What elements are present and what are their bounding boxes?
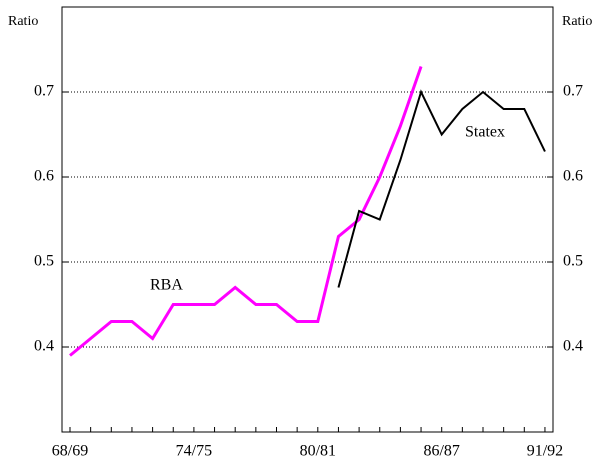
series-label: Statex — [465, 124, 505, 141]
y-tick-label: 0.5 — [34, 253, 54, 270]
y2-tick-label: 0.6 — [563, 168, 583, 185]
y2-tick-label: 0.4 — [563, 338, 583, 355]
y-tick-label: 0.4 — [34, 338, 54, 355]
plot-frame — [61, 6, 554, 433]
x-tick-label: 80/81 — [300, 443, 336, 460]
series-line — [337, 89, 546, 288]
series-line — [69, 66, 423, 357]
x-tick-label: 86/87 — [423, 443, 459, 460]
y-tick-label: 0.7 — [34, 83, 54, 100]
x-tick-label: 91/92 — [527, 443, 563, 460]
y2-axis-label: Ratio — [562, 14, 592, 29]
y-axis-label: Ratio — [8, 14, 38, 29]
x-tick-label: 74/75 — [176, 443, 212, 460]
x-tick-label: 68/69 — [52, 443, 88, 460]
series-label: RBA — [150, 277, 183, 294]
y-tick-label: 0.6 — [34, 168, 54, 185]
y2-tick-label: 0.5 — [563, 253, 583, 270]
y2-tick-label: 0.7 — [563, 83, 583, 100]
